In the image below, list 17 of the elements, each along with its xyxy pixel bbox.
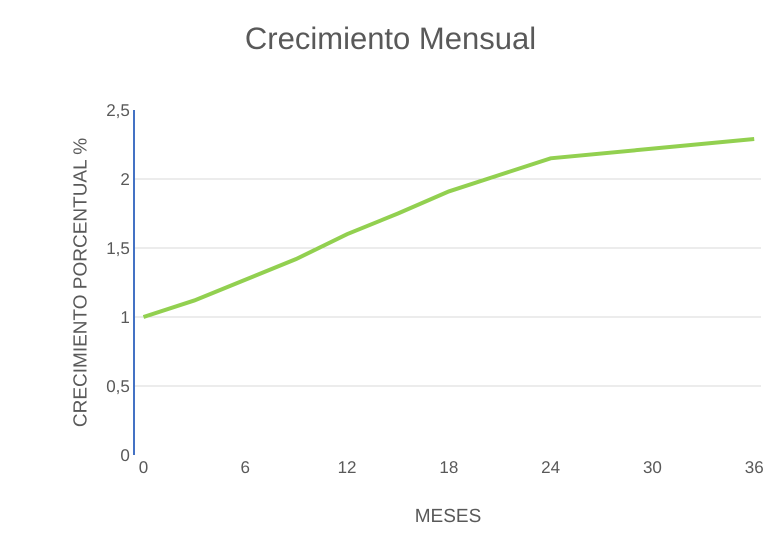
y-tick-label: 0,5: [106, 376, 130, 396]
x-tick-label: 36: [744, 458, 764, 477]
x-tick-label: 0: [138, 458, 148, 477]
x-tick-label: 24: [541, 458, 560, 477]
chart-title: Crecimiento Mensual: [244, 21, 536, 56]
line-series: [141, 136, 756, 319]
x-tick-label: 12: [338, 458, 357, 477]
y-tick-label: 2,5: [106, 100, 130, 120]
y-tick-label: 1: [120, 308, 130, 327]
x-tick-label: 30: [642, 458, 662, 477]
y-tick-label: 1,5: [106, 238, 130, 258]
y-tick-label: 2: [120, 170, 130, 189]
x-tick-label: 18: [439, 458, 458, 477]
y-tick-label: 0: [120, 446, 130, 465]
y-axis-title: CRECIMIENTO PORCENTUAL %: [70, 138, 92, 428]
x-tick-label: 6: [240, 458, 250, 477]
x-axis-title: MESES: [414, 506, 482, 527]
